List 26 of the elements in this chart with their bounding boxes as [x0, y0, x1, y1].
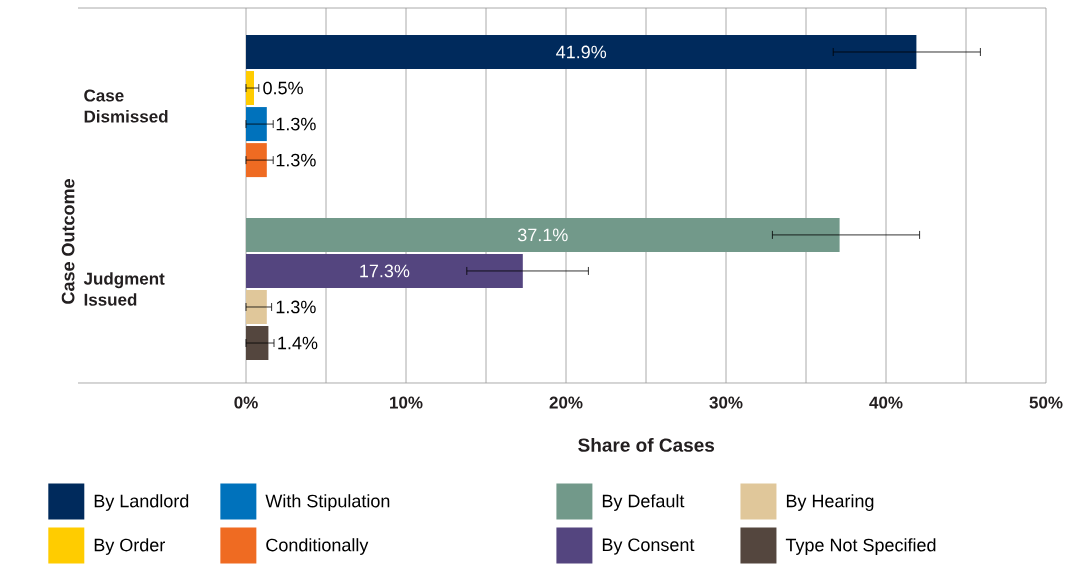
legend-label: By Consent	[602, 538, 695, 555]
data-label: 1.3%	[276, 153, 316, 167]
data-label: 37.1%	[517, 228, 568, 242]
x-tick-label: 0%	[234, 396, 258, 409]
data-label: 0.5%	[263, 81, 303, 95]
data-label: 1.3%	[276, 300, 316, 314]
data-label: 1.4%	[278, 336, 318, 350]
legend-label: By Landlord	[94, 494, 189, 511]
legend-label: By Order	[94, 538, 165, 555]
legend-label: By Hearing	[786, 494, 874, 511]
data-label: 17.3%	[360, 264, 410, 278]
legend-label: Conditionally	[266, 538, 369, 555]
y-tick-label: Case Dismissed	[84, 89, 168, 123]
data-label: 41.9%	[556, 45, 607, 59]
x-tick-label: 30%	[709, 396, 743, 409]
legend-label: With Stipulation	[265, 494, 390, 511]
x-tick-label: 50%	[1029, 396, 1063, 409]
y-tick-label: Judgment Issued	[83, 272, 165, 306]
data-label: 1.3%	[276, 117, 316, 131]
x-tick-label: 20%	[549, 396, 583, 409]
x-tick-label: 40%	[869, 396, 903, 409]
x-axis-title: Share of Cases	[578, 437, 715, 452]
x-tick-label: 10%	[390, 396, 423, 409]
legend-label: By Default	[602, 494, 685, 511]
y-axis-title: Case Outcome	[61, 179, 75, 304]
legend-label: Type Not Specified	[785, 538, 936, 555]
